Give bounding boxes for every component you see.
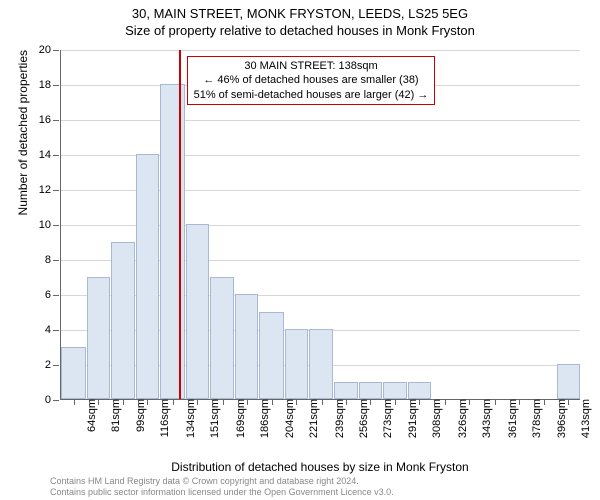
x-tick <box>74 399 75 405</box>
x-tick <box>568 399 569 405</box>
x-tick-label: 239sqm <box>326 399 346 438</box>
y-axis-label: Number of detached properties <box>16 0 30 225</box>
x-tick-label: 308sqm <box>423 399 443 438</box>
histogram-bar <box>160 84 185 399</box>
footer-line-2: Contains public sector information licen… <box>50 487 394 498</box>
x-tick-label: 361sqm <box>499 399 519 438</box>
chart-title-address: 30, MAIN STREET, MONK FRYSTON, LEEDS, LS… <box>0 6 600 21</box>
x-tick-label: 116sqm <box>151 399 171 437</box>
gridline <box>61 50 580 51</box>
x-tick-label: 413sqm <box>572 399 592 438</box>
histogram-bar <box>61 347 86 400</box>
footer-attribution: Contains HM Land Registry data © Crown c… <box>50 476 394 498</box>
x-tick <box>419 399 420 405</box>
histogram-bar <box>136 154 159 399</box>
histogram-bar <box>309 329 334 399</box>
x-axis-label: Distribution of detached houses by size … <box>60 460 580 474</box>
histogram-bar <box>210 277 235 400</box>
histogram-bar <box>186 224 209 399</box>
x-tick-label: 151sqm <box>201 399 221 438</box>
chart-title-description: Size of property relative to detached ho… <box>0 23 600 38</box>
histogram-bar <box>359 382 382 400</box>
y-tick-label: 16 <box>39 114 61 126</box>
x-tick <box>223 399 224 405</box>
x-tick <box>370 399 371 405</box>
gridline <box>61 120 580 121</box>
y-tick-label: 2 <box>45 359 61 371</box>
annotation-line: 30 MAIN STREET: 138sqm <box>194 59 429 73</box>
x-tick <box>173 399 174 405</box>
histogram-bar <box>87 277 110 400</box>
x-tick <box>469 399 470 405</box>
x-tick <box>296 399 297 405</box>
x-tick-label: 343sqm <box>473 399 493 438</box>
x-tick-label: 221sqm <box>300 399 320 438</box>
x-tick <box>98 399 99 405</box>
x-tick <box>445 399 446 405</box>
y-tick-label: 20 <box>39 44 61 56</box>
histogram-bar <box>383 382 408 400</box>
x-tick <box>123 399 124 405</box>
histogram-bar <box>259 312 284 400</box>
x-tick-label: 134sqm <box>177 399 197 438</box>
x-tick-label: 378sqm <box>523 399 543 438</box>
x-tick-label: 169sqm <box>227 399 247 438</box>
title-block: 30, MAIN STREET, MONK FRYSTON, LEEDS, LS… <box>0 0 600 38</box>
y-tick-label: 6 <box>45 289 61 301</box>
footer-line-1: Contains HM Land Registry data © Crown c… <box>50 476 394 487</box>
y-tick-label: 12 <box>39 184 61 196</box>
annotation-line: ← 46% of detached houses are smaller (38… <box>194 73 429 87</box>
x-tick <box>247 399 248 405</box>
y-tick-label: 0 <box>45 394 61 406</box>
histogram-bar <box>111 242 136 400</box>
x-tick-label: 64sqm <box>78 399 98 432</box>
y-tick-label: 18 <box>39 79 61 91</box>
plot-area: 0246810121416182064sqm81sqm99sqm116sqm13… <box>60 50 580 400</box>
x-tick-label: 81sqm <box>102 399 122 432</box>
histogram-bar <box>334 382 357 400</box>
y-tick-label: 14 <box>39 149 61 161</box>
x-tick-label: 99sqm <box>127 399 147 432</box>
histogram-bar <box>235 294 258 399</box>
y-tick-label: 10 <box>39 219 61 231</box>
histogram-bar <box>557 364 580 399</box>
annotation-line: 51% of semi-detached houses are larger (… <box>194 88 429 102</box>
x-tick <box>395 399 396 405</box>
x-tick <box>495 399 496 405</box>
x-tick <box>544 399 545 405</box>
histogram-bar <box>408 382 431 400</box>
x-tick-label: 291sqm <box>399 399 419 438</box>
x-tick <box>322 399 323 405</box>
chart-container: 30, MAIN STREET, MONK FRYSTON, LEEDS, LS… <box>0 0 600 500</box>
plot: 0246810121416182064sqm81sqm99sqm116sqm13… <box>60 50 580 400</box>
y-tick-label: 4 <box>45 324 61 336</box>
x-tick <box>346 399 347 405</box>
x-tick-label: 396sqm <box>548 399 568 438</box>
x-tick <box>147 399 148 405</box>
x-tick-label: 273sqm <box>374 399 394 438</box>
x-tick <box>272 399 273 405</box>
annotation-box: 30 MAIN STREET: 138sqm← 46% of detached … <box>187 56 436 105</box>
x-tick <box>197 399 198 405</box>
y-tick-label: 8 <box>45 254 61 266</box>
x-tick <box>519 399 520 405</box>
histogram-bar <box>285 329 308 399</box>
x-tick-label: 186sqm <box>251 399 271 438</box>
x-tick-label: 326sqm <box>449 399 469 438</box>
x-tick-label: 204sqm <box>276 399 296 438</box>
reference-line <box>179 50 181 399</box>
x-tick-label: 256sqm <box>350 399 370 438</box>
